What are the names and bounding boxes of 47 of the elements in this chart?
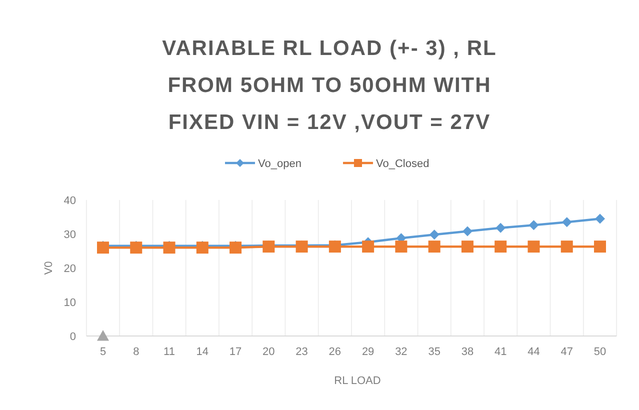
- point: [528, 240, 540, 253]
- y-axis-title: V0: [43, 261, 55, 275]
- point: [594, 240, 606, 253]
- x-tick-label: 38: [461, 346, 474, 358]
- x-tick-label: 14: [196, 346, 209, 358]
- point: [362, 240, 374, 253]
- x-tick-label: 23: [296, 346, 308, 358]
- point: [130, 242, 142, 254]
- x-tick-label: 11: [164, 346, 175, 358]
- y-tick-label: 40: [64, 194, 76, 207]
- point: [97, 242, 109, 254]
- chart-title: VARIABLE RL LOAD (+- 3) , RL FROM 5OHM TO 50OHM WITH FIXED VIN = 12V ,VOUT = 27V: [162, 37, 497, 134]
- x-tick-label: 20: [262, 346, 275, 358]
- y-tick-label: 10: [64, 296, 76, 309]
- x-tick-label: 26: [328, 346, 342, 358]
- x-tick-label: 8: [133, 346, 140, 358]
- point: [462, 226, 472, 236]
- x-tick-label: 35: [428, 346, 440, 358]
- x-tick-label: 50: [594, 346, 606, 358]
- point: [562, 217, 572, 228]
- point: [429, 230, 440, 240]
- x-tick-label: 5: [100, 346, 106, 358]
- point: [230, 242, 242, 254]
- point: [461, 240, 474, 253]
- x-axis-title: RL LOAD: [334, 375, 381, 387]
- point: [97, 330, 109, 341]
- y-tick-label: 30: [64, 228, 76, 241]
- legend-label: Vo_open: [258, 158, 302, 170]
- x-tick-label: 41: [494, 346, 507, 358]
- point: [328, 240, 341, 253]
- point: [528, 220, 539, 230]
- y-tick-label: 20: [64, 262, 76, 275]
- x-tick-label: 29: [362, 346, 374, 358]
- point: [560, 240, 573, 253]
- x-tick-label: 17: [229, 346, 242, 358]
- legend-label: Vo_Closed: [376, 158, 430, 170]
- point: [428, 240, 440, 253]
- x-tick-label: 47: [560, 346, 573, 358]
- point: [494, 240, 507, 253]
- point: [163, 242, 176, 254]
- point: [595, 214, 605, 224]
- point: [496, 222, 506, 233]
- y-tick-label: 0: [70, 330, 76, 343]
- point: [395, 240, 408, 253]
- point: [196, 242, 208, 254]
- x-tick-label: 44: [528, 346, 540, 358]
- x-tick-label: 32: [395, 346, 408, 358]
